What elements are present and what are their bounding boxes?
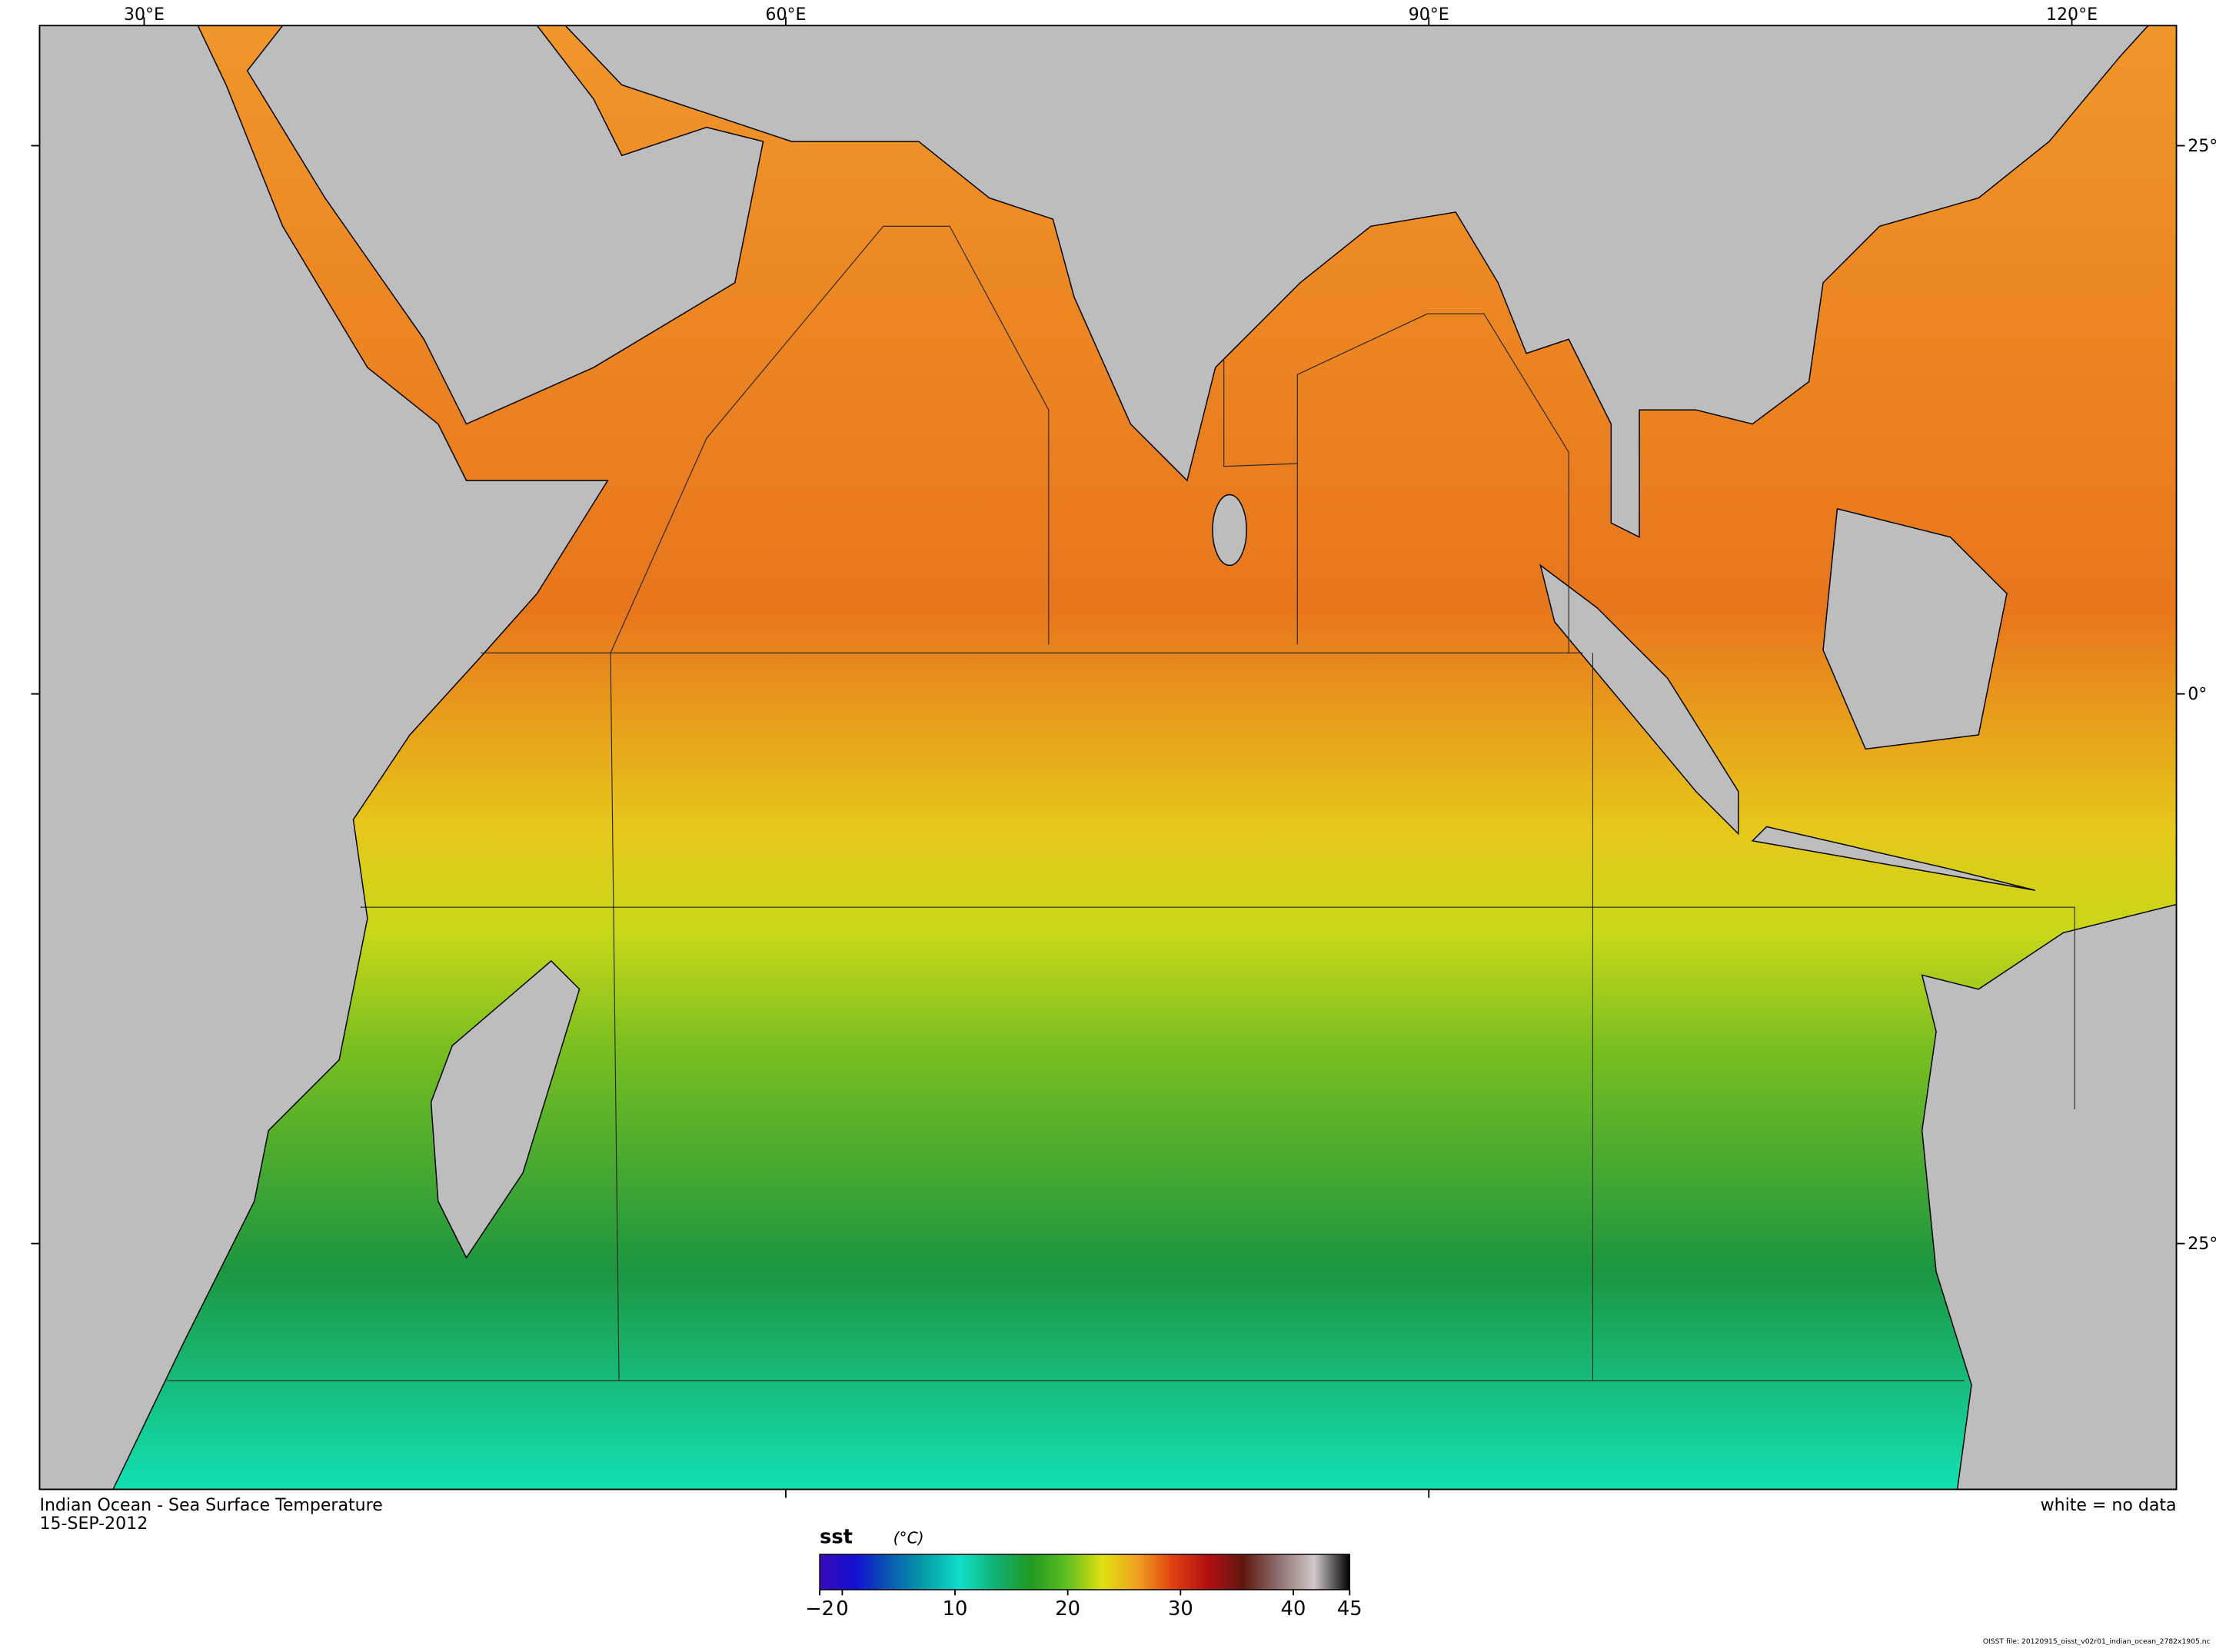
colorbar-tick-label: −2: [805, 1597, 834, 1620]
asia: [564, 25, 2150, 538]
colorbar-label: sst: [820, 1525, 853, 1548]
colorbar-gradient: [819, 1554, 1351, 1591]
map-title: Indian Ocean - Sea Surface Temperature: [39, 1496, 382, 1515]
colorbar: sst (°C) −2 0 10 20 30 40 45: [805, 1525, 1363, 1620]
map-date: 15-SEP-2012: [39, 1514, 148, 1534]
sumatra: [1539, 563, 1739, 836]
arabia: [246, 25, 764, 425]
lon-label: 120°E: [2046, 5, 2098, 25]
colorbar-tick-label: 20: [1055, 1597, 1080, 1620]
africa: [38, 25, 609, 1491]
lon-label: 30°E: [124, 5, 165, 25]
borneo: [1822, 507, 2008, 750]
lat-label: 25°: [2188, 137, 2216, 156]
graticule: 30°E 60°E 90°E 120°E 25° 0° 25°: [31, 5, 2216, 1498]
java: [1751, 826, 2035, 891]
region-boundaries: [166, 225, 2075, 1381]
lat-label: 25°: [2188, 1235, 2216, 1254]
lon-label: 90°E: [1409, 5, 1449, 25]
colorbar-tick-label: 40: [1281, 1597, 1306, 1620]
lon-label: 60°E: [765, 5, 806, 25]
colorbar-unit: (°C): [893, 1528, 924, 1547]
colorbar-tick-label: 30: [1168, 1597, 1193, 1620]
lat-label: 0°: [2188, 685, 2207, 704]
colorbar-tick-label: 10: [943, 1597, 968, 1620]
madagascar: [430, 960, 581, 1259]
map-frame: [38, 25, 2178, 1491]
sri-lanka: [1212, 494, 1247, 567]
file-note: OISST file: 20120915_oisst_v02r01_indian…: [1983, 1637, 2211, 1646]
no-data-note: white = no data: [2041, 1496, 2177, 1515]
map: [38, 25, 2178, 1491]
colorbar-tick-label: 45: [1337, 1597, 1363, 1620]
colorbar-tick-label: 0: [836, 1597, 848, 1620]
